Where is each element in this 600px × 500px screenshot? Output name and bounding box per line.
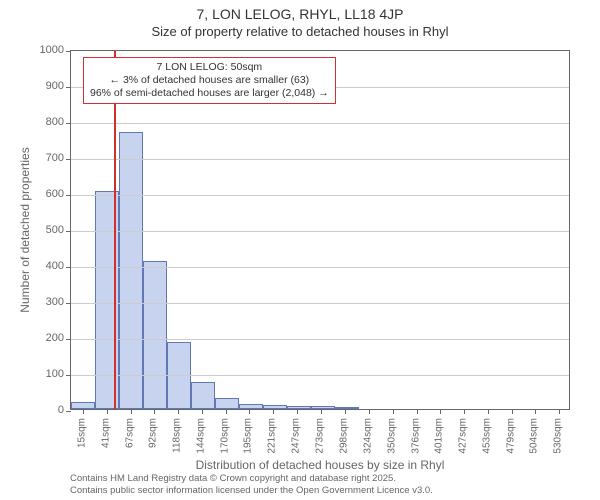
x-tick-label: 273sqm [315,418,326,454]
y-tick-label: 0 [4,404,64,416]
x-tick-mark [559,409,560,414]
x-tick-mark [488,409,489,414]
x-tick-label: 195sqm [243,418,254,454]
y-tick-label: 300 [4,296,64,308]
histogram-bar [215,398,239,409]
footer-line2: Contains public sector information licen… [70,485,433,496]
x-tick-label: 376sqm [410,418,421,454]
grid-line-y [71,339,569,340]
x-tick-label: 350sqm [386,418,397,454]
marker-line [114,51,116,409]
y-tick-mark [66,231,71,232]
info-box-title: 7 LON LELOG: 50sqm [90,61,329,74]
x-tick-label: 144sqm [196,418,207,454]
x-tick-label: 324sqm [362,418,373,454]
x-tick-mark [202,409,203,414]
y-tick-label: 800 [4,116,64,128]
x-tick-mark [178,409,179,414]
y-tick-mark [66,303,71,304]
x-tick-label: 41sqm [101,418,112,448]
histogram-bar [119,132,143,409]
x-tick-mark [321,409,322,414]
grid-line-y [71,375,569,376]
histogram-bar [239,404,263,409]
chart-title: 7, LON LELOG, RHYL, LL18 4JP [0,0,600,24]
x-tick-mark [345,409,346,414]
info-box-line2: ← 3% of detached houses are smaller (63) [90,74,329,87]
y-tick-label: 500 [4,224,64,236]
y-tick-label: 900 [4,80,64,92]
y-tick-mark [66,411,71,412]
x-tick-label: 479sqm [505,418,516,454]
x-tick-label: 170sqm [220,418,231,454]
x-tick-mark [273,409,274,414]
y-tick-label: 200 [4,332,64,344]
y-tick-mark [66,87,71,88]
histogram-bar [335,407,359,409]
x-tick-mark [393,409,394,414]
y-tick-mark [66,339,71,340]
histogram-bar [143,261,167,409]
grid-line-y [71,231,569,232]
y-tick-mark [66,375,71,376]
x-tick-mark [464,409,465,414]
histogram-bar [71,402,95,409]
grid-line-y [71,267,569,268]
histogram-bar [263,405,287,409]
x-tick-label: 453sqm [481,418,492,454]
y-tick-label: 600 [4,188,64,200]
chart-subtitle: Size of property relative to detached ho… [0,24,600,40]
x-tick-mark [417,409,418,414]
x-tick-mark [512,409,513,414]
x-tick-mark [83,409,84,414]
x-tick-label: 15sqm [77,418,88,448]
grid-line-y [71,159,569,160]
plot-area: 7 LON LELOG: 50sqm ← 3% of detached hous… [70,50,570,410]
x-tick-label: 67sqm [125,418,136,448]
footer-line1: Contains HM Land Registry data © Crown c… [70,473,433,484]
x-tick-mark [131,409,132,414]
histogram-bar [287,406,311,409]
y-tick-mark [66,267,71,268]
x-tick-mark [249,409,250,414]
y-tick-label: 400 [4,260,64,272]
histogram-bar [191,382,215,409]
chart-container: 7, LON LELOG, RHYL, LL18 4JP Size of pro… [0,0,600,500]
x-tick-label: 221sqm [267,418,278,454]
x-tick-label: 298sqm [338,418,349,454]
marker-info-box: 7 LON LELOG: 50sqm ← 3% of detached hous… [83,57,336,104]
y-tick-mark [66,123,71,124]
x-tick-label: 530sqm [552,418,563,454]
info-box-line3: 96% of semi-detached houses are larger (… [90,87,329,100]
y-tick-label: 100 [4,368,64,380]
x-tick-mark [107,409,108,414]
grid-line-y [71,303,569,304]
y-tick-mark [66,51,71,52]
y-tick-mark [66,159,71,160]
y-tick-label: 1000 [4,44,64,56]
y-tick-label: 700 [4,152,64,164]
footer: Contains HM Land Registry data © Crown c… [70,473,433,496]
x-tick-mark [440,409,441,414]
x-tick-mark [297,409,298,414]
x-tick-mark [154,409,155,414]
x-tick-label: 427sqm [457,418,468,454]
x-tick-label: 504sqm [528,418,539,454]
grid-line-y [71,123,569,124]
grid-line-y [71,195,569,196]
x-tick-label: 92sqm [148,418,159,448]
x-tick-mark [369,409,370,414]
x-tick-mark [226,409,227,414]
y-tick-mark [66,195,71,196]
x-axis-label: Distribution of detached houses by size … [70,458,570,472]
x-tick-label: 401sqm [433,418,444,454]
histogram-bar [311,406,335,409]
x-tick-label: 118sqm [172,418,183,453]
x-tick-mark [535,409,536,414]
x-tick-label: 247sqm [291,418,302,454]
